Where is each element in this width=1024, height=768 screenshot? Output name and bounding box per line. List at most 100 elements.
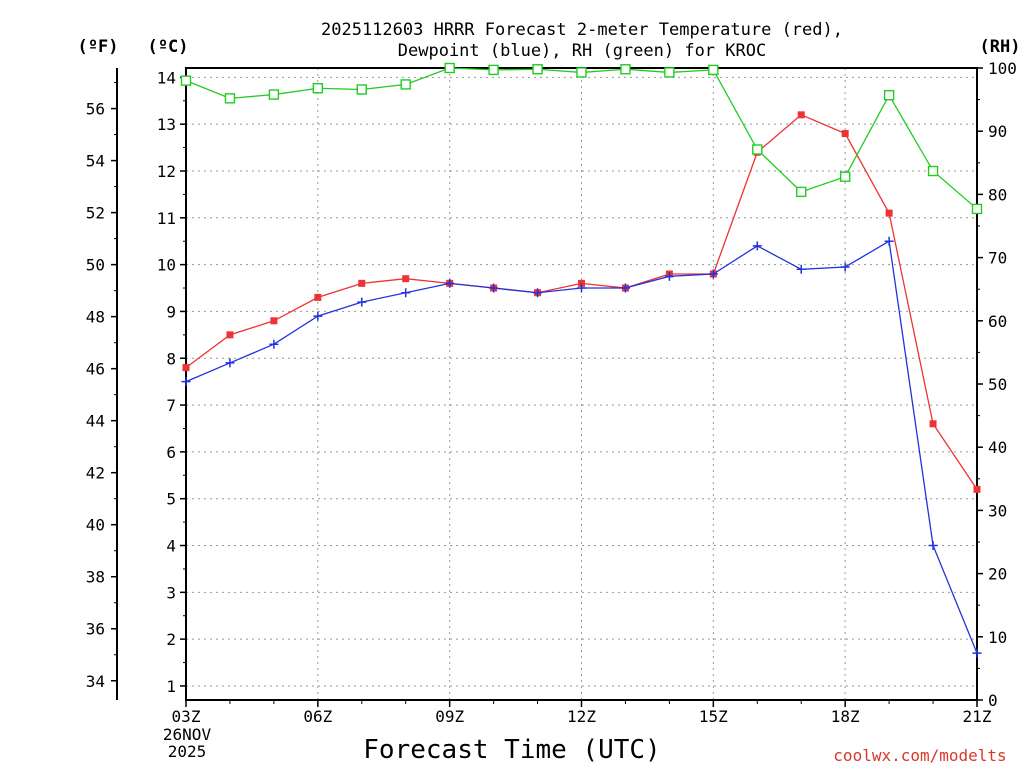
temperature-point [578, 279, 585, 287]
dewpoint-point [269, 339, 279, 349]
rh-point [971, 203, 983, 215]
celsius-tick-label: 13 [157, 115, 176, 134]
rh-point [796, 186, 807, 198]
rh-tick-label: 0 [988, 691, 998, 710]
rh-tick-label: 50 [988, 375, 1007, 394]
dewpoint-point [357, 297, 367, 307]
celsius-tick-label: 7 [166, 396, 176, 415]
date-label-day: 26NOV [163, 725, 212, 744]
x-tick-label: 12Z [567, 707, 596, 726]
fahrenheit-tick-label: 48 [86, 308, 105, 327]
dewpoint-point [445, 278, 455, 288]
date-label-year: 2025 [168, 742, 207, 761]
celsius-tick-label: 2 [166, 630, 176, 649]
chart-title-line-2: Dewpoint (blue), RH (green) for KROC [398, 41, 766, 61]
temperature-point [973, 485, 981, 493]
celsius-axis-label: (ºC) [148, 37, 189, 57]
celsius-tick-label: 10 [157, 256, 176, 275]
dewpoint-point [664, 271, 674, 281]
temperature-point [402, 275, 410, 283]
rh-point [268, 89, 280, 100]
axes: 1234567891011121314343638404244464850525… [86, 59, 1017, 726]
rh-tick-label: 60 [988, 312, 1007, 331]
fahrenheit-tick-label: 50 [86, 256, 105, 275]
rh-line [185, 67, 978, 210]
rh-point [180, 75, 192, 86]
temperature-point [314, 293, 322, 301]
rh-point [488, 64, 499, 76]
dewpoint-point [533, 288, 543, 298]
rh-tick-label: 90 [988, 122, 1007, 141]
temperature-point [841, 130, 849, 138]
temperature-point [929, 420, 937, 428]
chart-title-line-1: 2025112603 HRRR Forecast 2-meter Tempera… [321, 20, 843, 40]
rh-point [532, 64, 543, 75]
fahrenheit-axis-label: (ºF) [78, 37, 119, 57]
dewpoint-point [884, 236, 894, 246]
x-tick-label: 15Z [699, 707, 728, 726]
celsius-tick-label: 14 [157, 68, 176, 87]
temperature-point [797, 111, 805, 119]
dewpoint-point [577, 283, 586, 293]
celsius-tick-label: 12 [157, 162, 176, 181]
dewpoint-point [401, 288, 411, 298]
celsius-tick-label: 9 [166, 302, 176, 321]
dewpoint-point [181, 377, 191, 387]
celsius-tick-label: 5 [166, 490, 176, 509]
rh-point [576, 67, 587, 78]
temperature-point [226, 331, 234, 339]
dewpoint-point [620, 283, 630, 293]
x-tick-label: 06Z [303, 707, 332, 726]
temperature-point [182, 364, 190, 372]
celsius-tick-label: 4 [166, 537, 176, 556]
rh-point [312, 83, 324, 94]
dewpoint-point [972, 648, 982, 658]
fahrenheit-tick-label: 40 [86, 516, 105, 535]
dewpoint-point [796, 264, 806, 274]
dewpoint-point [225, 358, 235, 368]
rh-point [708, 64, 719, 76]
credit-text[interactable]: coolwx.com/modelts [833, 746, 1006, 765]
fahrenheit-tick-label: 46 [86, 360, 105, 379]
x-tick-label: 09Z [435, 707, 464, 726]
celsius-tick-label: 1 [166, 677, 176, 696]
dewpoint-point [752, 241, 762, 251]
rh-tick-label: 30 [988, 501, 1007, 520]
rh-point [839, 171, 851, 182]
celsius-tick-label: 6 [166, 443, 176, 462]
fahrenheit-tick-label: 52 [86, 204, 105, 223]
dewpoint-point [708, 269, 718, 279]
rh-tick-label: 80 [988, 185, 1007, 204]
x-axis-title: Forecast Time (UTC) [363, 735, 660, 765]
rh-tick-label: 40 [988, 438, 1007, 457]
x-tick-label: 18Z [831, 707, 860, 726]
rh-point [400, 79, 411, 90]
x-tick-label: 21Z [963, 707, 992, 726]
rh-point [224, 93, 236, 104]
plot-frame [185, 67, 978, 701]
rh-point [752, 144, 763, 155]
fahrenheit-tick-label: 42 [86, 464, 105, 483]
fahrenheit-tick-label: 54 [86, 152, 105, 171]
celsius-tick-label: 3 [166, 583, 176, 602]
rh-point [444, 62, 455, 74]
rh-point [664, 67, 675, 78]
fahrenheit-tick-label: 38 [86, 568, 105, 587]
rh-axis-label: (RH) [980, 37, 1021, 57]
rh-point [927, 165, 939, 177]
celsius-tick-label: 8 [166, 349, 176, 368]
rh-tick-label: 10 [988, 628, 1007, 647]
fahrenheit-tick-label: 44 [86, 412, 105, 431]
rh-tick-label: 70 [988, 249, 1007, 268]
rh-tick-label: 100 [988, 59, 1017, 78]
temperature-point [358, 279, 366, 287]
fahrenheit-tick-label: 36 [86, 620, 105, 639]
celsius-tick-label: 11 [157, 209, 176, 228]
x-tick-label: 03Z [172, 707, 201, 726]
dewpoint-point [489, 283, 499, 293]
rh-point [620, 64, 631, 75]
fahrenheit-tick-label: 56 [86, 100, 105, 119]
fahrenheit-tick-label: 34 [86, 672, 105, 691]
grid-lines [186, 68, 977, 700]
